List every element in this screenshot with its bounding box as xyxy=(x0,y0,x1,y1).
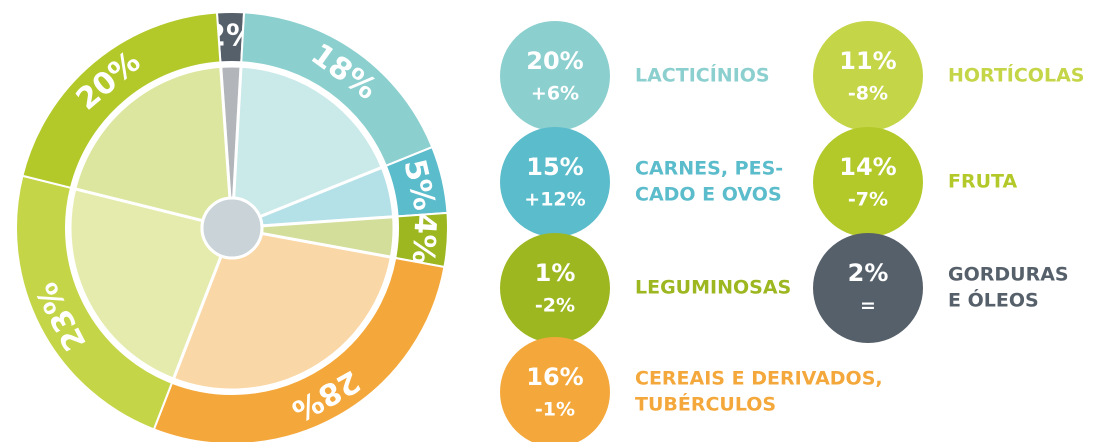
item-label: GORDURAS xyxy=(948,264,1069,286)
item-label: FRUTA xyxy=(948,171,1018,193)
ring-label: 4% xyxy=(405,212,443,265)
item-label: CEREAIS E DERIVADOS, xyxy=(635,368,883,390)
item-circle xyxy=(500,127,610,237)
item-change: +12% xyxy=(524,189,585,211)
infographic: 2%18%5%4%28%23%20%20%+6%LACTICÍNIOS15%+1… xyxy=(0,0,1094,442)
item-label: LACTICÍNIOS xyxy=(635,64,770,87)
item-label: LEGUMINOSAS xyxy=(635,277,791,299)
item-percent: 11% xyxy=(839,47,896,75)
item-circle xyxy=(813,21,923,131)
item-change: -1% xyxy=(535,399,575,421)
item-label: HORTÍCOLAS xyxy=(948,64,1084,87)
item-change: -7% xyxy=(848,189,888,211)
center-disc xyxy=(202,198,262,258)
item-percent: 16% xyxy=(526,363,583,391)
item-circle xyxy=(500,233,610,343)
item-percent: 20% xyxy=(526,47,583,75)
item-circle xyxy=(813,233,923,343)
item-label: CARNES, PES- xyxy=(635,158,783,180)
item-change: -8% xyxy=(848,83,888,105)
item-percent: 15% xyxy=(526,153,583,181)
item-label: CADO E OVOS xyxy=(635,184,782,206)
item-percent: 1% xyxy=(535,259,576,287)
item-change: +6% xyxy=(531,83,579,105)
item-circle xyxy=(813,127,923,237)
item-change: = xyxy=(860,295,876,317)
item-percent: 2% xyxy=(848,259,889,287)
item-change: -2% xyxy=(535,295,575,317)
item-label: TUBÉRCULOS xyxy=(635,393,776,416)
item-label: E ÓLEOS xyxy=(948,288,1039,312)
item-circle xyxy=(500,21,610,131)
item-percent: 14% xyxy=(839,153,896,181)
